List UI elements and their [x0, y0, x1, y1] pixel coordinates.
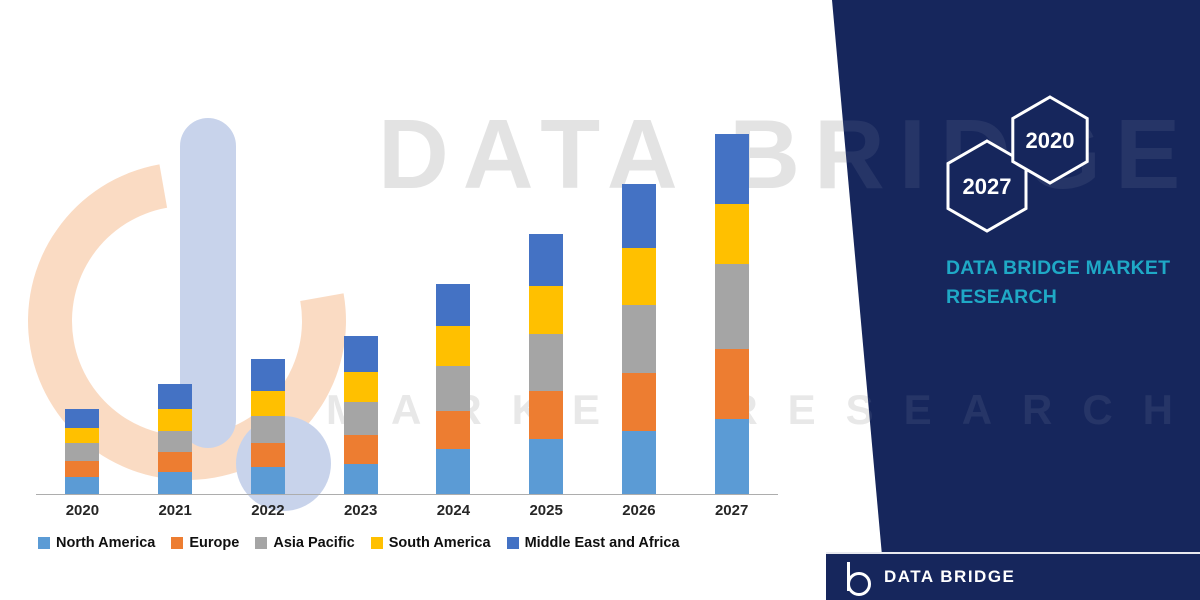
legend: North America Europe Asia Pacific South Ame…: [36, 535, 778, 551]
bar-segment: [714, 349, 749, 419]
bar-group: [129, 88, 222, 494]
bar-segment: [714, 204, 749, 264]
bar-segment: [621, 184, 656, 248]
hexagon-2027-year-label: 2027: [963, 174, 1012, 199]
legend-item: Asia Pacific: [255, 535, 355, 551]
legend-swatch: [255, 537, 268, 549]
stacked-bar: [343, 336, 378, 494]
logo-ring-shape: [847, 572, 871, 596]
bar-segment: [529, 334, 564, 391]
legend-label: Middle East and Africa: [524, 535, 680, 551]
bar-segment: [158, 384, 193, 409]
watermark-tagline-text-on-navy: MARKET RESEARCH: [326, 386, 1200, 433]
bar-segment: [250, 391, 285, 416]
stacked-bar: [65, 409, 100, 494]
legend-label: Europe: [189, 535, 240, 551]
legend-item: North America: [38, 535, 155, 551]
legend-swatch: [370, 537, 383, 549]
bar-segment: [343, 372, 378, 402]
stacked-bar: [621, 184, 656, 494]
bar-group: [593, 88, 686, 494]
bar-segment: [436, 366, 471, 411]
bar-segment: [436, 326, 471, 366]
bar-segment: [529, 286, 564, 334]
x-axis-label: 2025: [529, 502, 563, 519]
bar-segment: [250, 359, 285, 391]
chart-area: 2020 2021 2022 2023 2024 2025 2026 2027 North A…: [36, 88, 778, 551]
bar-segment: [65, 443, 100, 461]
x-axis-label: 2027: [714, 502, 749, 519]
bar-group: [36, 88, 129, 494]
bar-segment: [65, 477, 100, 494]
legend-swatch: [38, 537, 50, 549]
bar-segment: [343, 435, 378, 464]
data-bridge-logo-icon: [840, 560, 874, 596]
x-axis-label: 2022: [251, 502, 285, 519]
panel-heading: DATA BRIDGE MARKET RESEARCH: [946, 257, 1171, 309]
footer-brand-text: DATA BRIDGE: [884, 567, 1016, 586]
bar-segment: [436, 284, 471, 326]
bar-segment: [621, 431, 656, 494]
hexagon-2020-year-label: 2020: [1026, 128, 1075, 153]
bar-segment: [65, 409, 100, 428]
x-axis-label: 2020: [65, 502, 100, 519]
bar-segment: [158, 472, 193, 494]
bar-segment: [529, 234, 564, 286]
legend-item: Middle East and Africa: [506, 535, 680, 551]
bar-segment: [158, 409, 193, 431]
bar-group: [407, 88, 500, 494]
legend-label: South America: [388, 535, 491, 551]
legend-label: Asia Pacific: [273, 535, 355, 551]
bar-segment: [343, 402, 378, 435]
legend-swatch: [506, 537, 519, 549]
legend-item: Europe: [171, 535, 239, 551]
bar-group: [500, 88, 593, 494]
legend-swatch: [171, 537, 184, 549]
x-axis-labels: 2020 2021 2022 2023 2024 2025 2026 2027: [36, 495, 778, 519]
stacked-bar: [250, 359, 285, 494]
bar-segment: [714, 419, 749, 494]
x-axis-label: 2026: [622, 502, 656, 519]
stacked-bar: [714, 134, 749, 494]
bar-segment: [714, 264, 749, 349]
bar-segment: [621, 373, 656, 431]
bar-segment: [621, 305, 656, 373]
bar-segment: [529, 391, 564, 439]
hexagon-2020-shape: [1011, 95, 1089, 185]
bar-segment: [158, 452, 193, 472]
footer-brand-band: DATA BRIDGE: [826, 552, 1200, 600]
stacked-bar: [436, 284, 471, 494]
bar-segment: [343, 464, 378, 494]
bar-group: [222, 88, 315, 494]
bar-segment: [250, 443, 285, 467]
bar-segment: [158, 431, 193, 452]
bar-segment: [621, 248, 656, 305]
x-axis-label: 2024: [436, 502, 471, 519]
bar-segment: [250, 467, 285, 494]
legend-item: South America: [370, 535, 491, 551]
stacked-bar: [529, 234, 564, 494]
bar-group: [685, 88, 778, 494]
legend-label: North America: [56, 535, 156, 551]
bar-segment: [529, 439, 564, 494]
bar-group: [314, 88, 407, 494]
bars-row: [36, 88, 778, 495]
bar-segment: [436, 449, 471, 494]
bar-segment: [250, 416, 285, 443]
bar-segment: [343, 336, 378, 372]
bar-segment: [65, 428, 100, 443]
bar-segment: [714, 134, 749, 204]
x-axis-label: 2023: [343, 502, 378, 519]
bar-segment: [436, 411, 471, 449]
bar-segment: [65, 461, 100, 477]
x-axis-label: 2021: [158, 502, 192, 519]
stacked-bar: [158, 384, 193, 494]
